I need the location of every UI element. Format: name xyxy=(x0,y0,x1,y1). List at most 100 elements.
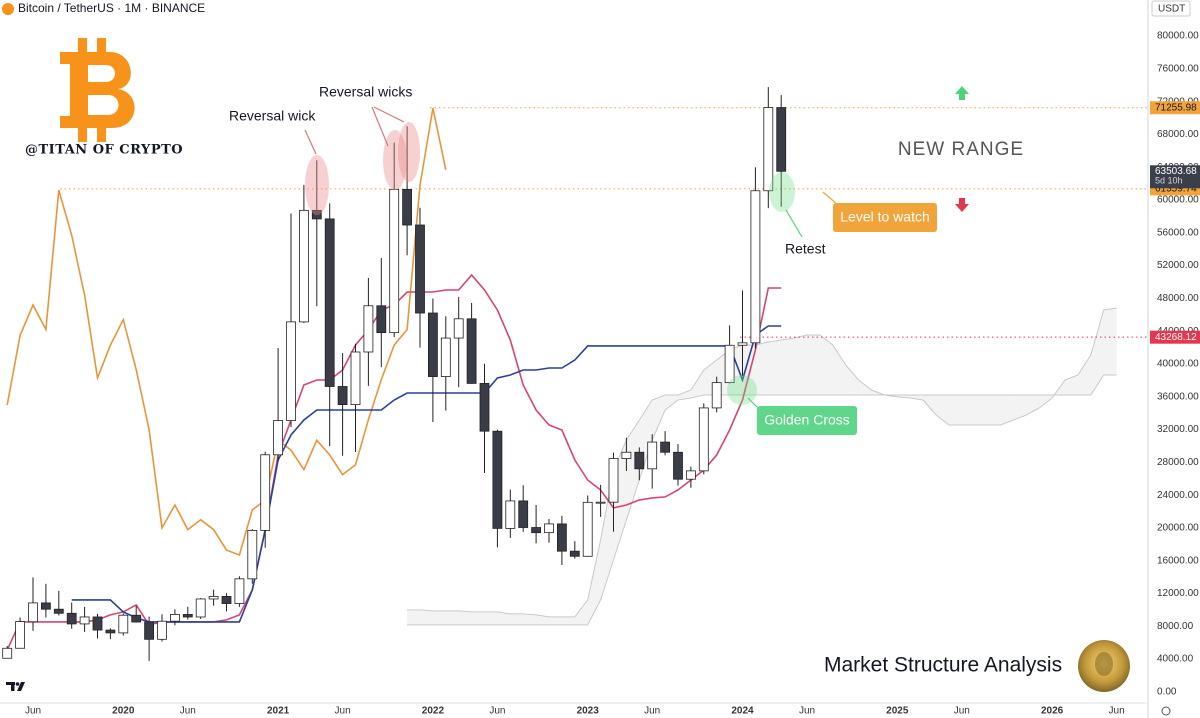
pointer xyxy=(371,106,389,147)
watermark: @TITAN OF CRYPTO xyxy=(25,143,183,158)
x-tick-label: 2024 xyxy=(731,706,754,717)
annotation: Reversal wicks xyxy=(319,84,412,100)
candle-body xyxy=(79,616,90,625)
candle-body xyxy=(169,614,180,622)
cloud-fill xyxy=(923,394,936,415)
cloud-fill xyxy=(510,613,524,625)
indicator-line xyxy=(71,325,782,623)
bitcoin-logo xyxy=(60,38,135,142)
cloud-fill xyxy=(974,394,988,425)
arrow-up xyxy=(955,86,969,100)
cloud-fill xyxy=(1000,394,1014,425)
candle-body xyxy=(182,614,193,618)
cloud-fill xyxy=(665,394,678,410)
cloud-line xyxy=(407,374,1117,626)
candle-body xyxy=(453,318,464,339)
candle-body xyxy=(2,647,13,659)
cloud-fill xyxy=(626,419,640,520)
x-tick-label: 2020 xyxy=(112,706,135,717)
y-tick-label: 24000.00 xyxy=(1157,490,1199,501)
x-tick-label: Jun xyxy=(180,706,196,717)
y-tick-label: 60000.00 xyxy=(1157,195,1199,206)
candle-body xyxy=(531,527,541,534)
price-label: 43268.12 xyxy=(1155,332,1197,343)
candle-body xyxy=(466,318,477,384)
tv-logo xyxy=(6,682,25,691)
candle-body xyxy=(660,441,670,453)
highlight xyxy=(383,130,407,190)
cloud-fill xyxy=(948,394,962,425)
candle-body xyxy=(544,523,554,534)
cloud-fill xyxy=(807,334,820,395)
cloud-fill xyxy=(574,599,588,625)
cloud-fill xyxy=(484,611,498,625)
pointer xyxy=(822,191,839,206)
candle-body xyxy=(569,550,580,557)
indicator-line xyxy=(6,108,447,557)
cloud-fill xyxy=(1077,354,1091,395)
avatar-face xyxy=(1095,652,1113,676)
candle-body xyxy=(647,441,658,470)
highlight xyxy=(727,375,757,405)
cloud-layer xyxy=(407,307,1117,626)
highlight xyxy=(305,155,329,215)
y-tick-label: 56000.00 xyxy=(1157,227,1199,238)
cloud-fill xyxy=(523,613,537,625)
x-tick-label: Jun xyxy=(335,706,351,717)
candle-body xyxy=(286,321,296,421)
candle-body xyxy=(247,530,258,580)
pointer xyxy=(304,129,317,155)
x-tick-label: Jun xyxy=(954,706,970,717)
candle-body xyxy=(750,190,761,344)
cloud-fill xyxy=(961,394,975,425)
countdown: 5d 10h xyxy=(1155,176,1183,186)
cloud-fill xyxy=(845,364,859,395)
cloud-fill xyxy=(742,344,756,395)
candle-layer xyxy=(2,87,787,661)
cloud-fill xyxy=(794,334,807,395)
candle-body xyxy=(557,523,567,552)
settings-icon xyxy=(1161,706,1171,716)
candle-body xyxy=(260,454,271,531)
x-tick-label: Jun xyxy=(799,706,815,717)
candle-body xyxy=(492,430,503,529)
y-tick-label: 36000.00 xyxy=(1157,391,1199,402)
cloud-fill xyxy=(420,609,433,625)
candle-body xyxy=(440,337,451,377)
candle-body xyxy=(763,107,774,192)
candle-body xyxy=(118,614,129,634)
candle-body xyxy=(273,420,284,456)
cloud-fill xyxy=(987,394,1001,425)
candle-body xyxy=(608,458,619,503)
candle-body xyxy=(92,616,103,631)
cloud-fill xyxy=(497,611,511,625)
candle-body xyxy=(621,451,632,459)
candle-body xyxy=(144,621,155,640)
cloud-fill xyxy=(432,610,446,625)
annotation: Golden Cross xyxy=(764,412,850,428)
cloud-fill xyxy=(445,610,459,625)
candle-body xyxy=(324,218,335,387)
cloud-fill xyxy=(471,611,485,625)
cloud-fill xyxy=(755,342,769,395)
candle-body xyxy=(505,500,516,529)
x-tick-label: 2021 xyxy=(267,706,290,717)
highlight xyxy=(769,172,795,212)
cloud-line xyxy=(407,307,1117,618)
cloud-fill xyxy=(832,344,846,395)
cloud-fill xyxy=(768,339,782,395)
price-label-bg xyxy=(1150,330,1200,344)
y-tick-label: 52000.00 xyxy=(1157,260,1199,271)
cloud-fill xyxy=(781,337,795,395)
candle-body xyxy=(28,602,38,623)
candle-body xyxy=(105,629,116,634)
price-axis xyxy=(1148,0,1200,718)
x-tick-label: Jun xyxy=(25,706,41,717)
cloud-fill xyxy=(678,389,691,400)
cloud-fill xyxy=(407,609,420,625)
candle-body xyxy=(311,209,322,220)
candle-body xyxy=(686,470,696,480)
